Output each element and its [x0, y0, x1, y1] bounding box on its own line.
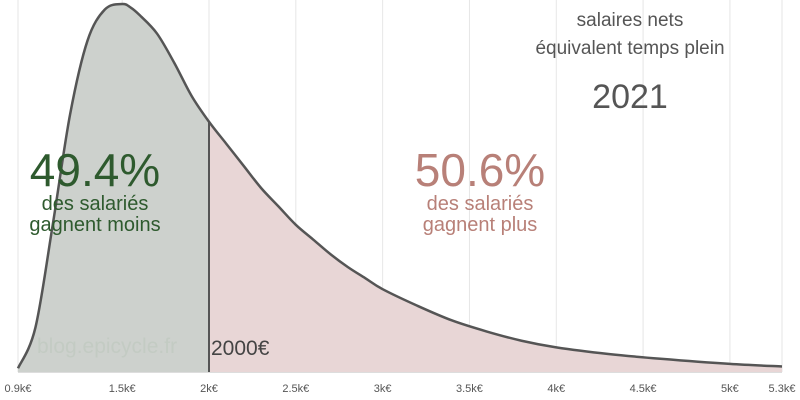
annotation-below-percent: 49.4% [29, 144, 161, 196]
chart-title: salaires nets [576, 10, 684, 31]
x-tick-label-0: 0.9k€ [5, 383, 32, 395]
annotation-above: 50.6% des salariés gagnent plus [390, 146, 570, 236]
chart-year: 2021 [592, 78, 668, 116]
x-tick-labels: 0.9k€ 1.5k€ 2k€ 2.5k€ 3k€ 3.5k€ 4k€ 4.5k€ 5k€ 5.3… [5, 383, 796, 395]
area-below-threshold [18, 3, 209, 372]
x-tick-label-7: 4.5k€ [630, 383, 657, 395]
annotation-below: 49.4% des salariés gagnent moins [15, 146, 175, 236]
x-tick-label-6: 4k€ [547, 383, 565, 395]
annotation-above-line1: des salariés [426, 193, 534, 215]
area-above-threshold [209, 121, 782, 372]
x-tick-label-8: 5k€ [721, 383, 739, 395]
x-tick-label-5: 3.5k€ [456, 383, 483, 395]
x-tick-label-4: 3k€ [374, 383, 392, 395]
watermark: blog.epicycle.fr [37, 335, 178, 358]
annotation-below-line1: des salariés [41, 193, 149, 215]
x-tick-label-2: 2k€ [200, 383, 218, 395]
x-tick-label-3: 2.5k€ [282, 383, 309, 395]
annotation-above-line2: gagnent plus [422, 214, 538, 236]
annotation-above-percent: 50.6% [414, 144, 546, 196]
threshold-label: 2000€ [211, 337, 270, 360]
x-tick-label-1: 1.5k€ [109, 383, 136, 395]
density-curve [16, 2, 783, 369]
annotation-below-line2: gagnent moins [29, 214, 161, 236]
chart-subtitle: équivalent temps plein [535, 38, 725, 59]
x-tick-label-9: 5.3k€ [769, 383, 796, 395]
